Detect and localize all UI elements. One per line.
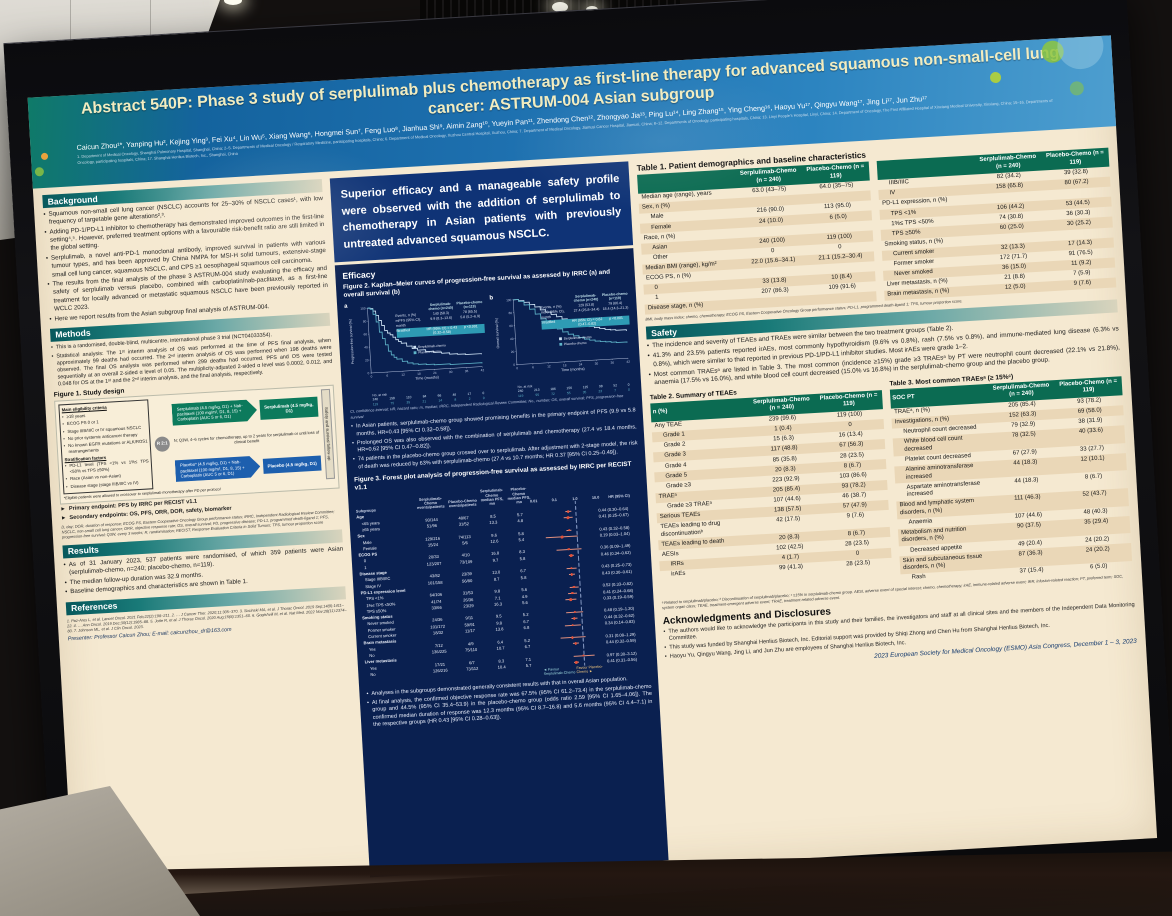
svg-text:40: 40 (364, 345, 368, 349)
key-summary-box: Superior efficacy and a manageable safet… (329, 161, 634, 263)
subplot-label: a (343, 303, 348, 310)
right-column: Table 1. Patient demographics and baseli… (636, 134, 1148, 860)
svg-text:Progression-free survival (%): Progression-free survival (%) (348, 319, 355, 364)
svg-text:0: 0 (516, 366, 518, 370)
forest-plot: Subgroups Serplulimab-Chemo events/patien… (355, 480, 650, 686)
arm2-chemo-box: Placebo* (4.5 mg/kg, D1) + Nab-paclitaxe… (175, 455, 261, 482)
svg-text:100: 100 (360, 306, 366, 310)
svg-text:80: 80 (363, 319, 367, 323)
svg-text:Serplulimab-chemo: Serplulimab-chemo (563, 335, 591, 341)
svg-text:60: 60 (363, 332, 367, 336)
eligibility-box: Main eligibility criteria • ≥18 years • ECO… (58, 399, 154, 495)
km-charts: 0 20 40 60 80 100 0 6 12 18 24 30 36 42 Time (months) P… (344, 287, 635, 408)
svg-text:24: 24 (578, 362, 582, 366)
svg-text:80: 80 (508, 311, 512, 315)
km-chart-os: 0 20 40 60 80 100 0 6 12 18 24 30 36 42 Time (months) O… (489, 287, 634, 400)
svg-text:42: 42 (626, 359, 630, 363)
followup-label: Safety and survival follow-up (320, 389, 336, 480)
km-inset-table: Serplulimab-chemo (n=240) Placebo-chemo (… (395, 300, 485, 339)
table1: Serplulimab-Chemo (n = 240) Placebo-Chemo… (637, 147, 1117, 317)
svg-text:42: 42 (481, 368, 485, 372)
figure1-study-design: Main eligibility criteria • ≥18 years • ECO… (54, 384, 340, 505)
arm2-maintenance-box: Placebo (4.5 mg/kg, D1) (262, 455, 322, 474)
svg-text:0: 0 (513, 362, 515, 366)
background-bullets: • Squamous non-small cell lung cancer (NS… (43, 195, 329, 324)
table1-left: Serplulimab-Chemo (n = 240) Placebo-Chemo… (637, 161, 877, 315)
table1-right: Serplulimab-Chemo (n = 240) Placebo-Chemo… (876, 147, 1117, 301)
middle-column: Superior efficacy and a manageable safet… (329, 161, 669, 878)
decor-dot-icon (1069, 80, 1085, 96)
left-column: Background • Squamous non-small cell lung… (42, 178, 362, 894)
subplot-label: b (489, 294, 494, 302)
arm1-chemo-box: Serplulimab (4.5 mg/kg, D1) + Nab-paclit… (171, 399, 257, 426)
decor-dot-icon (34, 166, 45, 177)
efficacy-panel: Efficacy Figure 2. Kaplan–Meier curves o… (334, 248, 669, 878)
svg-text:20: 20 (365, 358, 369, 362)
svg-text:20: 20 (510, 350, 514, 354)
svg-text:18: 18 (562, 363, 566, 367)
tables-2-3: Table 2. Summary of TEAEs n (%) Serplulim… (650, 364, 1133, 600)
stratification-list: • PD-L1 level (TPS <1% vs 1%≤ TPS <50% vs… (65, 459, 150, 490)
poster: Abstract 540P: Phase 3 study of serpluli… (27, 35, 1158, 901)
svg-text:40: 40 (509, 337, 513, 341)
decor-dot-icon (40, 152, 49, 161)
ceiling-light (224, 0, 242, 5)
arm1-maintenance-box: Serplulimab (4.5 mg/kg, D1) (259, 396, 319, 420)
svg-text:6: 6 (532, 365, 534, 369)
svg-text:36: 36 (610, 360, 614, 364)
svg-text:18: 18 (417, 371, 421, 375)
svg-text:Time (months): Time (months) (561, 367, 585, 372)
cycles-note: N; Q3W, 4–6 cycles for chemotherapy, up … (173, 429, 320, 445)
svg-text:Placebo-chemo: Placebo-chemo (563, 341, 586, 346)
svg-text:60: 60 (509, 324, 513, 328)
svg-text:24: 24 (433, 370, 437, 374)
svg-text:Time (months): Time (months) (415, 375, 439, 380)
svg-text:0: 0 (370, 374, 372, 378)
svg-text:Overall survival (%): Overall survival (%) (494, 318, 500, 349)
svg-text:30: 30 (594, 361, 598, 365)
poster-board: Abstract 540P: Phase 3 study of serpluli… (3, 0, 1172, 916)
svg-text:12: 12 (547, 364, 551, 368)
treatment-arms: Serplulimab (4.5 mg/kg, D1) + Nab-paclit… (171, 390, 322, 488)
poster-body: Background • Squamous non-small cell lung… (33, 126, 1157, 900)
km-inset-table: Serplulimab-chemo (n=240) Placebo-chemo (… (540, 291, 630, 330)
km-chart-pfs: 0 20 40 60 80 100 0 6 12 18 24 30 36 42 Time (months) P… (344, 296, 489, 409)
table2: n (%) Serplulimab-Chemo (n = 240) Placebo-… (650, 389, 892, 581)
svg-text:0: 0 (367, 371, 369, 375)
ceiling-light (552, 2, 568, 12)
eligibility-list: • ≥18 years • ECOG PS 0 or 1 • Stage IIIB/III… (62, 410, 148, 455)
svg-text:12: 12 (401, 372, 405, 376)
svg-text:30: 30 (449, 370, 453, 374)
table3: SOC PT Serplulimab-Chemo (n = 240) Placebo… (889, 376, 1133, 584)
svg-text:6: 6 (386, 373, 388, 377)
randomisation-circle: R 2:1 (154, 435, 171, 452)
svg-text:100: 100 (506, 298, 512, 302)
svg-text:Placebo-chemo: Placebo-chemo (418, 349, 441, 354)
svg-text:36: 36 (465, 369, 469, 373)
svg-text:Serplulimab-chemo: Serplulimab-chemo (418, 343, 446, 349)
